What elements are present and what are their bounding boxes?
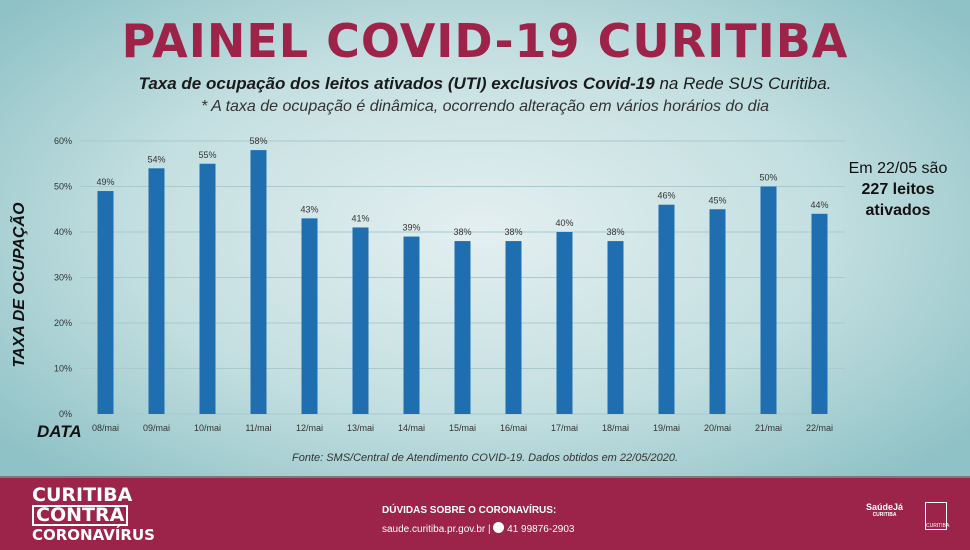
data-label: 39% (402, 223, 420, 233)
x-tick-label: 21/mai (755, 423, 782, 433)
x-tick-label: 14/mai (398, 423, 425, 433)
contact-heading: DÚVIDAS SOBRE O CORONAVÍRUS: (382, 505, 557, 516)
y-tick-label: 60% (54, 136, 72, 146)
bar (505, 241, 522, 414)
y-tick-label: 50% (54, 182, 72, 192)
data-label: 46% (657, 191, 675, 201)
x-tick-label: 15/mai (449, 423, 476, 433)
bar (454, 241, 471, 414)
bar (658, 204, 675, 414)
subtitle-rest: na Rede SUS Curitiba. (654, 74, 832, 93)
subtitle: Taxa de ocupação dos leitos ativados (UT… (0, 74, 970, 94)
saude-ja-logo: SaúdeJá CURITIBA (866, 502, 904, 518)
subtitle-bold: Taxa de ocupação dos leitos ativados (UT… (138, 74, 655, 93)
bar (301, 218, 318, 414)
data-label: 58% (249, 136, 267, 146)
x-tick-label: 10/mai (194, 423, 221, 433)
bar-chart: 0% 10% 20% 30% 40% 50% 60% 49% 08/mai 54% 09/mai 55… (54, 136, 845, 433)
side-note-line1: Em 22/05 são (848, 160, 948, 177)
x-tick-label: 22/mai (806, 423, 833, 433)
data-label: 54% (147, 154, 165, 164)
x-tick-label: 19/mai (653, 423, 680, 433)
whatsapp-icon (493, 522, 505, 533)
data-label: 38% (606, 227, 624, 237)
data-label: 49% (96, 177, 114, 187)
note: * A taxa de ocupação é dinâmica, ocorren… (200, 98, 770, 115)
contact-info: DÚVIDAS SOBRE O CORONAVÍRUS: saude.curit… (382, 501, 574, 539)
data-label: 40% (555, 218, 573, 228)
x-axis-label: DATA (37, 422, 82, 441)
y-tick-label: 20% (54, 318, 72, 328)
bar (556, 232, 573, 414)
bar (199, 163, 216, 414)
x-tick-label: 18/mai (602, 423, 629, 433)
bar (760, 186, 777, 414)
bar (709, 209, 726, 414)
x-tick-label: 11/mai (245, 423, 271, 433)
data-label: 38% (504, 227, 522, 237)
x-tick-label: 17/mai (551, 423, 578, 433)
data-label: 38% (453, 227, 471, 237)
footer: CURITIBA CONTRA CORONAVÍRUS DÚVIDAS SOBRE … (0, 476, 970, 550)
bar (403, 236, 420, 414)
bar (352, 227, 369, 414)
data-label: 44% (810, 200, 828, 210)
data-label: 41% (351, 213, 369, 223)
x-tick-label: 09/mai (143, 423, 170, 433)
x-tick-label: 08/mai (92, 423, 119, 433)
bar (811, 213, 828, 414)
x-tick-label: 13/mai (347, 423, 374, 433)
x-tick-label: 20/mai (704, 423, 731, 433)
side-note-line3: ativados (865, 202, 931, 219)
campaign-logo: CURITIBA CONTRA CORONAVÍRUS (32, 484, 155, 544)
y-tick-label: 10% (54, 364, 72, 374)
data-label: 43% (300, 204, 318, 214)
source-note: Fonte: SMS/Central de Atendimento COVID-… (291, 452, 679, 464)
side-note-line2: 227 leitos (861, 181, 935, 198)
phone-number[interactable]: 41 99876-2903 (507, 524, 575, 535)
x-tick-label: 12/mai (296, 423, 323, 433)
website-link[interactable]: saude.curitiba.pr.gov.br | (382, 524, 491, 535)
data-label: 50% (759, 173, 777, 183)
data-label: 55% (198, 150, 216, 160)
y-tick-label: 40% (54, 227, 72, 237)
bar (250, 150, 267, 414)
page-title: PAINEL COVID-19 CURITIBA (121, 14, 849, 68)
bar (607, 241, 624, 414)
bar (148, 168, 165, 414)
bar (97, 191, 114, 414)
y-tick-label: 30% (54, 273, 72, 283)
curitiba-coat-of-arms: CURITIBA (925, 502, 949, 530)
data-label: 45% (708, 195, 726, 205)
side-note: Em 22/05 são 227 leitos ativados (832, 158, 964, 221)
y-tick-label: 0% (59, 409, 72, 419)
x-tick-label: 16/mai (500, 423, 527, 433)
